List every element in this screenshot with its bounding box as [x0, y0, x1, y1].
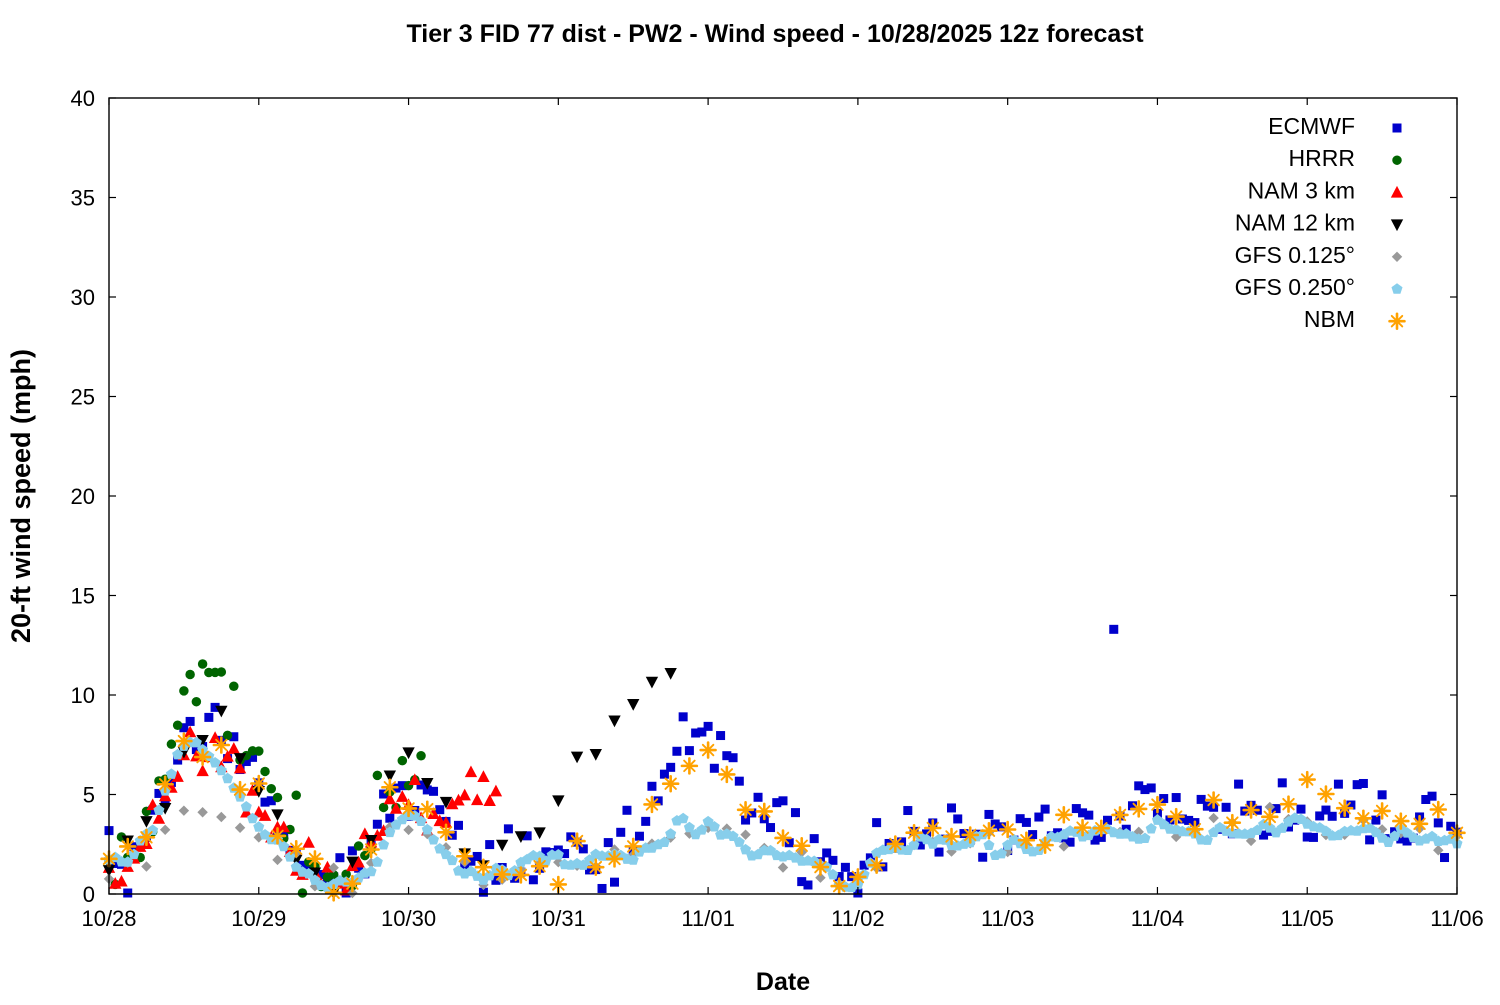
svg-text:11/05: 11/05 [1281, 906, 1334, 931]
svg-text:Tier 3 FID 77 dist - PW2 - Win: Tier 3 FID 77 dist - PW2 - Wind speed - … [406, 20, 1144, 48]
svg-text:35: 35 [71, 186, 95, 211]
svg-text:15: 15 [71, 584, 95, 609]
svg-text:NAM 12 km: NAM 12 km [1235, 210, 1355, 236]
svg-text:Date: Date [756, 968, 810, 996]
svg-text:20-ft wind speed (mph): 20-ft wind speed (mph) [6, 349, 36, 643]
svg-text:11/06: 11/06 [1430, 906, 1483, 931]
svg-text:5: 5 [83, 783, 95, 808]
svg-text:GFS 0.125°: GFS 0.125° [1235, 242, 1355, 268]
svg-text:10/30: 10/30 [381, 906, 436, 931]
svg-text:10: 10 [71, 683, 95, 708]
svg-text:11/03: 11/03 [981, 906, 1034, 931]
svg-text:40: 40 [71, 86, 95, 111]
svg-text:30: 30 [71, 285, 95, 310]
svg-text:ECMWF: ECMWF [1268, 113, 1355, 139]
svg-text:NAM 3 km: NAM 3 km [1248, 177, 1355, 203]
svg-text:11/01: 11/01 [681, 906, 734, 931]
svg-text:10/31: 10/31 [531, 906, 586, 931]
svg-text:0: 0 [83, 882, 95, 907]
svg-text:GFS 0.250°: GFS 0.250° [1235, 274, 1355, 300]
svg-text:10/28: 10/28 [81, 906, 136, 931]
svg-text:25: 25 [71, 385, 95, 410]
svg-text:NBM: NBM [1304, 306, 1355, 332]
svg-text:10/29: 10/29 [231, 906, 286, 931]
svg-text:HRRR: HRRR [1289, 145, 1355, 171]
svg-text:11/02: 11/02 [831, 906, 884, 931]
svg-text:11/04: 11/04 [1131, 906, 1184, 931]
svg-text:20: 20 [71, 484, 95, 509]
